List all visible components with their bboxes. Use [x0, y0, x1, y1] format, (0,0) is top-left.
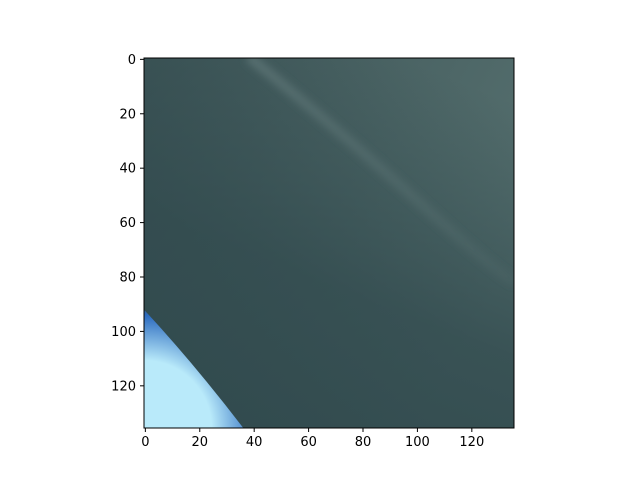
y-tick-label: 20	[119, 107, 136, 122]
x-tick-label: 0	[141, 435, 149, 450]
x-tick-label: 20	[191, 435, 208, 450]
x-tick-label: 60	[300, 435, 317, 450]
y-tick-label: 40	[119, 162, 136, 177]
x-tick-label: 80	[355, 435, 372, 450]
x-tick-label: 40	[246, 435, 263, 450]
y-tick-label: 80	[119, 271, 136, 286]
x-tick-label: 120	[459, 435, 484, 450]
y-axis: 0 20 40 60 80 100 120	[111, 53, 144, 394]
y-tick-label: 100	[111, 325, 136, 340]
y-tick-label: 0	[128, 53, 136, 68]
heatmap-image	[144, 57, 515, 428]
x-tick-label: 100	[405, 435, 430, 450]
x-axis: 0 20 40 60 80 100 120	[141, 428, 484, 450]
y-tick-label: 120	[111, 379, 136, 394]
y-tick-label: 60	[119, 216, 136, 231]
